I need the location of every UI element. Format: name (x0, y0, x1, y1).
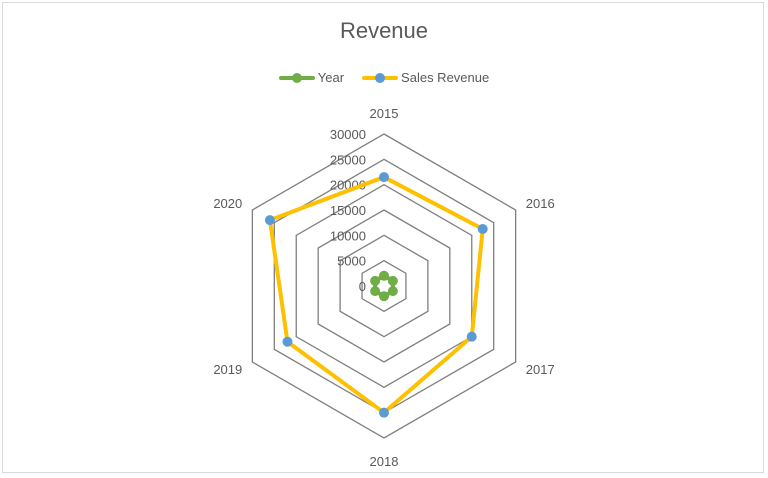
category-label: 2016 (526, 196, 555, 211)
category-label: 2018 (370, 454, 399, 469)
data-series (264, 172, 488, 418)
category-label: 2015 (370, 106, 399, 121)
data-point-marker[interactable] (379, 172, 389, 183)
series-sales-revenue[interactable] (264, 172, 488, 418)
legend-item-sales-revenue[interactable]: Sales Revenue (362, 70, 489, 85)
data-point-marker[interactable] (379, 270, 389, 281)
grid-ring (339, 234, 429, 338)
grid-ring (317, 209, 451, 363)
grid-ring (361, 259, 407, 313)
axis-tick-label: 10000 (330, 228, 366, 243)
chart-title: Revenue (339, 18, 429, 43)
category-label: 2019 (213, 362, 242, 377)
data-point-marker[interactable] (387, 275, 398, 286)
axis-tick-label: 15000 (330, 203, 366, 218)
grid-ring (295, 183, 473, 389)
data-point-marker[interactable] (282, 336, 293, 347)
category-label: 2020 (213, 196, 242, 211)
grid-ring (251, 133, 517, 439)
axis-tick-label: 30000 (330, 127, 366, 142)
legend-swatch-sales-revenue-icon (362, 72, 399, 84)
axis-tick-label: 25000 (330, 152, 366, 167)
data-point-marker[interactable] (379, 291, 389, 302)
axis-tick-label: 5000 (337, 254, 366, 269)
data-point-marker[interactable] (370, 286, 381, 297)
series-year[interactable] (370, 270, 398, 302)
legend-label-year: Year (317, 70, 345, 85)
axis-tick-label: 0 (359, 279, 366, 294)
data-point-marker[interactable] (264, 215, 275, 226)
legend-item-year[interactable]: Year (278, 70, 345, 85)
data-point-marker[interactable] (387, 286, 398, 297)
legend-label-sales-revenue: Sales Revenue (401, 70, 490, 85)
data-point-marker[interactable] (379, 407, 389, 418)
data-point-marker[interactable] (370, 275, 381, 286)
legend: Year Sales Revenue (0, 70, 768, 85)
data-point-marker[interactable] (477, 224, 488, 234)
category-labels: 2015 2016 2017 2018 2019 2020 (213, 106, 554, 469)
data-point-marker[interactable] (466, 331, 477, 342)
category-label: 2017 (526, 362, 555, 377)
legend-swatch-year-icon (278, 72, 315, 84)
